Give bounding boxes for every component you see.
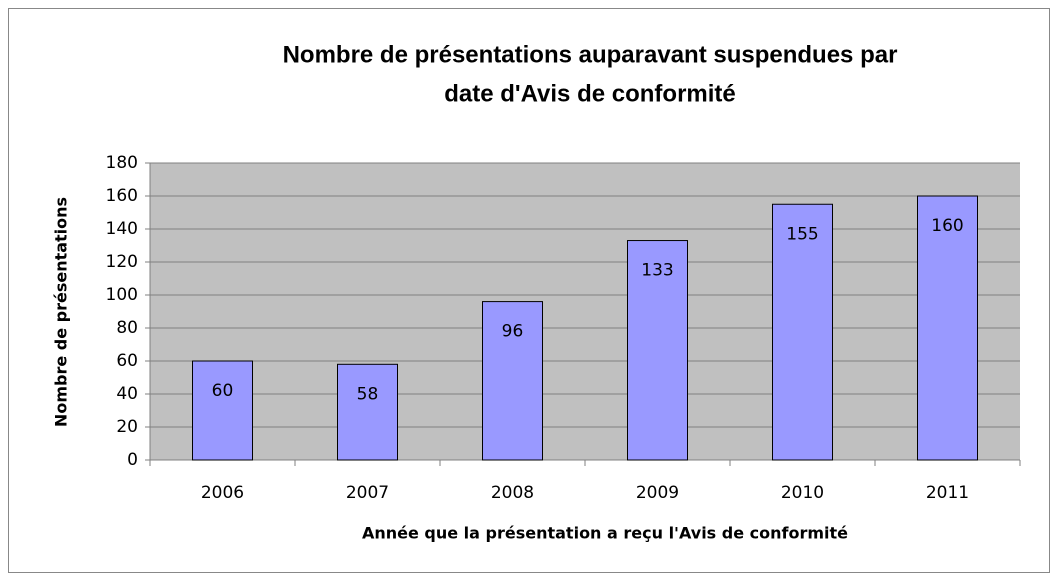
chart-title: date d'Avis de conformité [444,80,736,107]
y-tick-label: 0 [127,450,138,470]
y-tick-label: 100 [106,285,138,305]
bar [192,360,253,461]
data-label: 96 [502,322,524,342]
x-tick-label: 2010 [781,483,824,503]
x-tick-label: 2011 [926,483,969,503]
y-tick-label: 80 [116,318,138,338]
y-tick-label: 120 [106,252,138,272]
bar [772,203,833,461]
y-tick-label: 60 [116,351,138,371]
x-tick-label: 2007 [346,483,389,503]
bar [917,195,978,461]
x-axis-title: Année que la présentation a reçu l'Avis … [362,524,848,543]
y-axis-title: Nombre de présentations [52,197,71,427]
y-tick-label: 160 [106,186,138,206]
x-tick-label: 2009 [636,483,679,503]
x-tick-label: 2008 [491,483,534,503]
bar [337,363,398,461]
bar [482,301,543,461]
data-label: 58 [357,384,379,404]
y-tick-label: 180 [106,153,138,173]
bar [627,240,688,461]
x-tick-label: 2006 [201,483,244,503]
data-label: 60 [212,381,234,401]
data-label: 155 [786,224,818,244]
chart-title: Nombre de présentations auparavant suspe… [283,41,898,68]
y-tick-label: 40 [116,384,138,404]
data-label: 133 [641,261,673,281]
plot-area [150,163,1020,460]
y-tick-label: 20 [116,417,138,437]
y-tick-label: 140 [106,219,138,239]
data-label: 160 [931,216,963,236]
